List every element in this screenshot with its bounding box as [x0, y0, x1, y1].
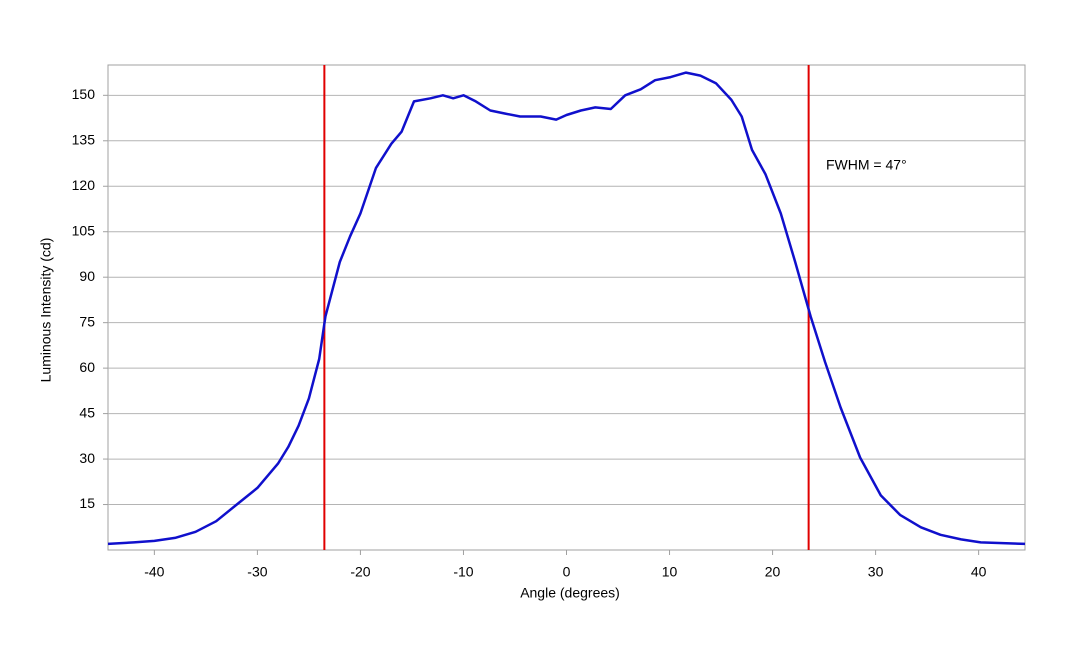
y-tick-label: 75 [79, 313, 95, 329]
x-tick-label: 30 [868, 564, 884, 580]
x-tick-label: -30 [247, 564, 267, 580]
x-axis-title: Angle (degrees) [520, 585, 620, 601]
plot-area [107, 64, 1026, 551]
y-tick-label: 105 [72, 222, 96, 238]
x-tick-label: -40 [144, 564, 164, 580]
y-tick-label: 30 [79, 450, 95, 466]
x-tick-label: 20 [765, 564, 781, 580]
x-tick-label: -20 [350, 564, 370, 580]
y-tick-label: 15 [79, 495, 95, 511]
data-line [107, 71, 1026, 546]
y-axis-title: Luminous Intensity (cd) [38, 238, 54, 383]
y-tick-label: 135 [72, 131, 96, 147]
annotation: FWHM = 47° [826, 157, 907, 173]
x-tick-label: 10 [662, 564, 678, 580]
y-tick-label: 45 [79, 404, 95, 420]
y-tick-label: 150 [72, 86, 96, 102]
x-tick-label: 40 [971, 564, 987, 580]
y-tick-label: 60 [79, 359, 95, 375]
y-tick-label: 120 [72, 177, 96, 193]
x-tick-label: -10 [453, 564, 473, 580]
y-tick-label: 90 [79, 268, 95, 284]
x-tick-label: 0 [563, 564, 571, 580]
